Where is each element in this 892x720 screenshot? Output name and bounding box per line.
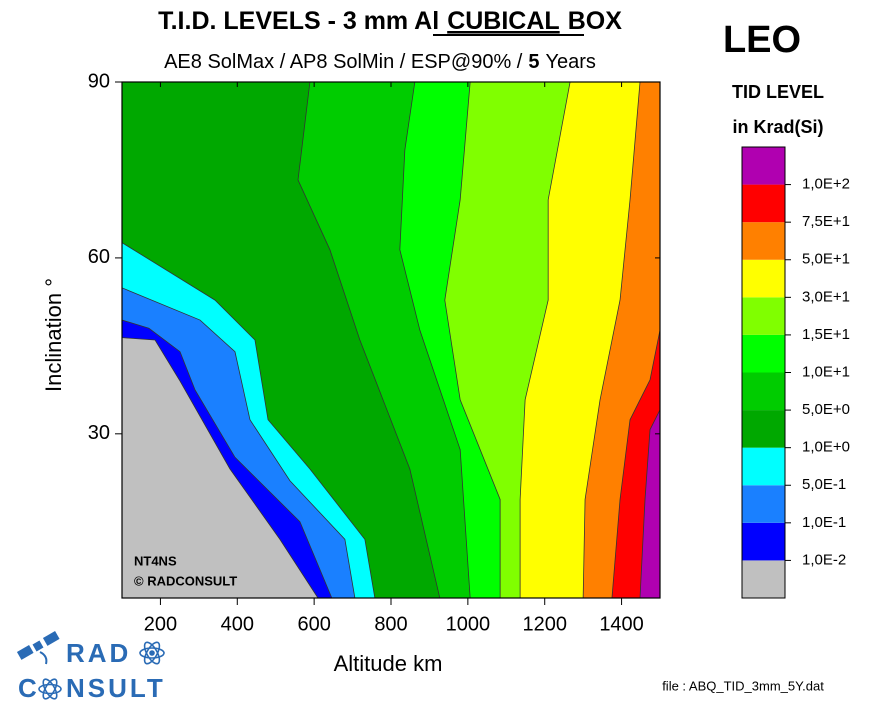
contour-line [519,81,571,598]
colorbar-band [742,522,785,561]
title-part: CUBICAL [447,7,560,35]
colorbar-band [742,447,785,486]
contour-line [639,409,661,599]
logo: RAD C NSULT [16,631,166,703]
colorbar-band [742,334,785,373]
y-tick-label: 30 [88,422,110,444]
colorbar-band [742,259,785,298]
colorbar-label: 5,0E+0 [802,401,850,418]
x-axis-label: Altitude km [334,651,443,676]
corner-title: LEO [723,19,801,61]
x-tick-label: 600 [297,613,330,635]
subtitle-part: 5 [528,51,539,73]
colorbar-band [742,184,785,223]
colorbar-band [742,485,785,523]
contour-line [611,329,661,599]
x-tick-label: 1000 [446,613,491,635]
contour-line [444,81,501,598]
subtitle-part: Years [545,51,595,73]
contour-line [297,81,441,599]
colorbar-title: TID LEVEL [732,82,824,102]
colorbar-label: 1,0E-1 [802,514,846,531]
logo-text: NSULT [66,673,166,703]
title-part: T.I.D. LEVELS - 3 mm Al [158,7,439,35]
colorbar-band [742,297,785,335]
y-axis-label: Inclination ° [41,278,66,392]
contour-band [122,337,318,598]
watermark: NT4NS [134,553,177,568]
colorbar-band [742,372,785,411]
colorbar-label: 1,0E+2 [802,176,850,193]
logo-text: C [18,673,40,703]
contour-line [121,287,356,599]
x-tick-label: 200 [144,613,177,635]
watermark: © RADCONSULT [134,573,237,588]
contour-line [121,242,376,599]
contour-line [121,337,319,599]
colorbar-label: 1,0E-2 [802,551,846,568]
colorbar-band [742,222,785,260]
x-tick-label: 1400 [599,613,644,635]
colorbar-label: 1,5E+1 [802,326,850,343]
colorbar-label: 1,0E+1 [802,363,850,380]
contour-line [582,81,641,599]
colorbar-label: 1,0E+0 [802,439,850,456]
contour-line [399,81,471,599]
x-tick-label: 400 [221,613,254,635]
chart-subtitle: AE8 SolMax / AP8 SolMin / ESP@90% /5 Year… [164,51,596,73]
colorbar-label: 5,0E-1 [802,476,846,493]
subtitle-part: AE8 SolMax / AP8 SolMin / ESP@90% / [164,51,523,73]
colorbar-title: in Krad(Si) [732,117,823,137]
plot-area [121,81,661,599]
atom-icon [139,641,165,665]
colorbar-band [742,147,785,185]
colorbar-label: 7,5E+1 [802,213,850,230]
y-tick-label: 60 [88,246,110,268]
x-tick-label: 1200 [522,613,567,635]
colorbar-label: 5,0E+1 [802,251,850,268]
logo-text: RAD [66,638,131,668]
title-part: BOX [568,7,623,35]
chart-title: T.I.D. LEVELS - 3 mm Al CUBICAL BOX [158,7,622,35]
colorbar-label: 3,0E+1 [802,288,850,305]
colorbar-band [742,410,785,448]
file-note: file : ABQ_TID_3mm_5Y.dat [662,678,824,693]
x-tick-label: 800 [374,613,407,635]
colorbar-band [742,560,785,598]
y-tick-label: 90 [88,70,110,92]
contour-line [121,319,333,599]
atom-icon [38,678,62,700]
satellite-icon [16,631,60,665]
